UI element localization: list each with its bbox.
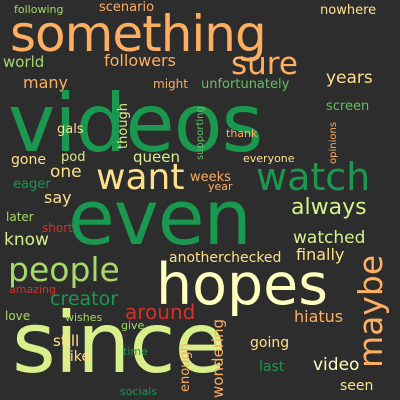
word-still: still: [53, 332, 80, 350]
word-though: though: [116, 102, 131, 149]
word-want: want: [96, 157, 185, 198]
word-watch: watch: [256, 155, 371, 199]
word-might: might: [153, 77, 188, 91]
word-nowhere: nowhere: [320, 3, 377, 18]
word-scenario: scenario: [99, 0, 155, 15]
word-eager: eager: [13, 177, 51, 192]
word-socials: socials: [120, 385, 158, 398]
word-finally: finally: [296, 245, 345, 264]
word-seen: seen: [340, 378, 374, 394]
word-even: even: [68, 173, 252, 262]
word-everyone: everyone: [243, 152, 295, 165]
word-enough: enough: [178, 343, 193, 392]
word-year: year: [208, 180, 233, 193]
word-watched: watched: [293, 228, 366, 248]
word-world: world: [3, 53, 45, 71]
word-like: like: [66, 349, 91, 365]
word-love: love: [5, 309, 31, 323]
word-gals: gals: [57, 122, 84, 137]
word-followers: followers: [104, 51, 176, 70]
word-short: short: [42, 221, 73, 235]
word-one: one: [50, 162, 82, 182]
word-always: always: [291, 195, 367, 220]
word-later: later: [6, 210, 34, 224]
word-hopes: hopes: [156, 252, 328, 318]
word-since: since: [12, 294, 226, 392]
word-screen: screen: [326, 99, 370, 114]
word-wishes: wishes: [65, 311, 103, 324]
word-sure: sure: [231, 46, 298, 82]
word-following: following: [14, 3, 64, 16]
word-wondering: wondering: [209, 318, 227, 398]
word-weeks: weeks: [190, 170, 231, 185]
word-many: many: [23, 73, 68, 92]
word-last: last: [259, 359, 285, 375]
word-give: give: [121, 319, 145, 332]
word-queen: queen: [133, 148, 180, 166]
word-say: say: [44, 188, 72, 207]
word-time: time: [123, 345, 148, 358]
word-people: people: [8, 250, 120, 289]
word-unfortunately: unfortunately: [201, 77, 290, 92]
word-going: going: [250, 335, 290, 351]
word-anotherchecked: anotherchecked: [169, 250, 282, 266]
word-something: something: [10, 5, 267, 63]
word-pod: pod: [61, 150, 86, 165]
word-years: years: [326, 68, 373, 88]
word-supporting: supporting: [195, 106, 206, 160]
word-know: know: [4, 230, 49, 250]
word-creator: creator: [50, 288, 119, 310]
word-hiatus: hiatus: [294, 307, 344, 326]
word-gone: gone: [11, 152, 46, 168]
word-around: around: [125, 300, 196, 324]
word-thank: thank: [226, 127, 258, 140]
word-video: video: [313, 355, 360, 375]
word-videos: videos: [8, 77, 263, 170]
word-maybe: maybe: [351, 254, 390, 368]
word-amazing: amazing: [9, 283, 56, 296]
